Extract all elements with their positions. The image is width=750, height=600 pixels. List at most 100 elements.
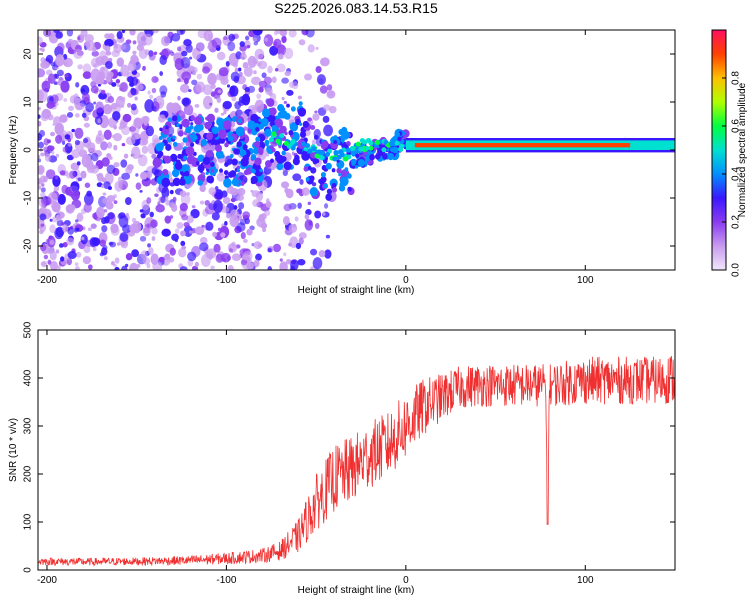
spectrogram-blob [229, 153, 234, 158]
spectrogram-blob [104, 38, 114, 47]
spectrogram-blob [165, 125, 169, 130]
spectrogram-blob [301, 141, 307, 147]
spectrogram-blob [135, 140, 141, 145]
spectrogram-blob [243, 66, 253, 77]
spectrogram-blob [92, 247, 97, 252]
x-tick-label: 100 [577, 275, 594, 286]
spectrogram-blob [194, 261, 199, 267]
spectrogram-blob [186, 192, 190, 196]
spectrogram-blob [261, 72, 267, 79]
spectrogram-blob [283, 215, 290, 226]
spectrogram-blob [181, 50, 188, 57]
spectrogram-blob [53, 81, 58, 85]
spectrogram-blob [177, 153, 183, 159]
spectrogram-blob [134, 96, 138, 101]
spectrogram-blob [323, 183, 328, 189]
spectrogram-blob [228, 33, 236, 42]
spectrogram-blob [62, 57, 73, 68]
spectrogram-blob [260, 117, 269, 127]
spectrogram-blob [332, 187, 338, 193]
spectrogram-blob [93, 101, 97, 105]
spectrogram-blob [99, 50, 107, 59]
spectrogram-blob [42, 175, 48, 183]
spectrogram-blob [281, 181, 290, 189]
spectrogram-blob [65, 203, 75, 214]
spectrogram-blob [237, 187, 246, 196]
spectrogram-blob [112, 133, 123, 142]
spectrogram-blob [290, 259, 299, 270]
spectrogram-blob [116, 31, 123, 40]
spectrogram-blob [374, 139, 380, 145]
spectrogram-blob [206, 150, 213, 158]
spectrogram-blob [64, 73, 69, 78]
spectrogram-blob [318, 250, 326, 258]
spectrogram-blob [162, 168, 169, 176]
spectrogram-blob [130, 88, 137, 96]
spectrogram-blob [262, 227, 267, 233]
spectrogram-blob [283, 140, 289, 146]
spectrogram-blob [220, 252, 231, 263]
spectrogram-blob [180, 142, 185, 147]
spectrogram-blob [160, 35, 171, 47]
spectrogram-blob [326, 188, 333, 195]
spectrogram-blob [291, 81, 299, 90]
spectrogram-blob [146, 170, 153, 179]
spectrogram-blob [152, 157, 162, 168]
spectrogram-blob [205, 221, 214, 231]
spectrogram-blob [182, 137, 188, 143]
spectrogram-blob [199, 200, 205, 205]
spectrogram-blob [286, 89, 294, 96]
spectrogram-blob [38, 158, 42, 163]
spectrogram-blob [148, 51, 156, 61]
spectrogram-blob [267, 266, 273, 270]
spectrogram-blob [77, 64, 83, 70]
spectrogram-blob [253, 241, 262, 250]
spectrogram-blob [231, 158, 238, 166]
spectrogram-blob [310, 124, 316, 130]
spectrogram-blob [305, 209, 312, 216]
spectrogram-blob [349, 145, 355, 151]
spectrogram-blob [305, 30, 315, 38]
spectrogram-blob [76, 103, 85, 110]
spectrogram-blob [100, 184, 105, 188]
spectrogram-blob [115, 79, 121, 84]
spectrogram-blob [339, 176, 349, 187]
spectrogram-blob [159, 71, 164, 76]
spectrogram-blob [229, 214, 240, 228]
spectrogram-blob [235, 126, 245, 137]
spectrogram-blob [199, 236, 208, 245]
spectrogram-blob [100, 89, 106, 95]
spectrogram-blob [358, 146, 364, 152]
spectrogram-blob [38, 68, 46, 78]
spectrogram-blob [297, 202, 302, 209]
spectrogram-blob [80, 170, 87, 179]
spectrogram-blob [151, 76, 159, 84]
spectrogram-blob [157, 114, 166, 123]
spectrogram-blob [204, 199, 210, 206]
spectrogram-blob [316, 74, 327, 86]
y-tick-label: -20 [23, 238, 34, 253]
spectrogram-blob [125, 39, 132, 45]
spectrogram-blob [250, 179, 256, 185]
spectrogram-blob [224, 162, 229, 167]
spectrogram-blob [345, 147, 351, 153]
spectrogram-blob [226, 84, 231, 88]
spectrogram-blob [242, 211, 251, 219]
spectrogram-blob [237, 100, 245, 107]
spectrogram-blob [341, 130, 350, 140]
spectrogram-blob [174, 228, 180, 234]
spectrogram-blob [325, 151, 331, 157]
spectrogram-blob [181, 118, 190, 128]
spectrogram-blob [40, 60, 50, 69]
spectrogram-blob [38, 166, 44, 173]
spectrogram-blob [60, 114, 68, 121]
spectrogram-blob [108, 241, 114, 246]
spectrogram-blob [104, 216, 110, 224]
spectrogram-blob [201, 224, 205, 228]
spectrogram-blob [166, 102, 175, 113]
spectrogram-blob [284, 70, 291, 77]
spectrogram-blob [102, 104, 113, 115]
spectrogram-blob [51, 201, 61, 213]
spectrogram-blob [170, 52, 175, 57]
spectrogram-blob [55, 249, 60, 254]
